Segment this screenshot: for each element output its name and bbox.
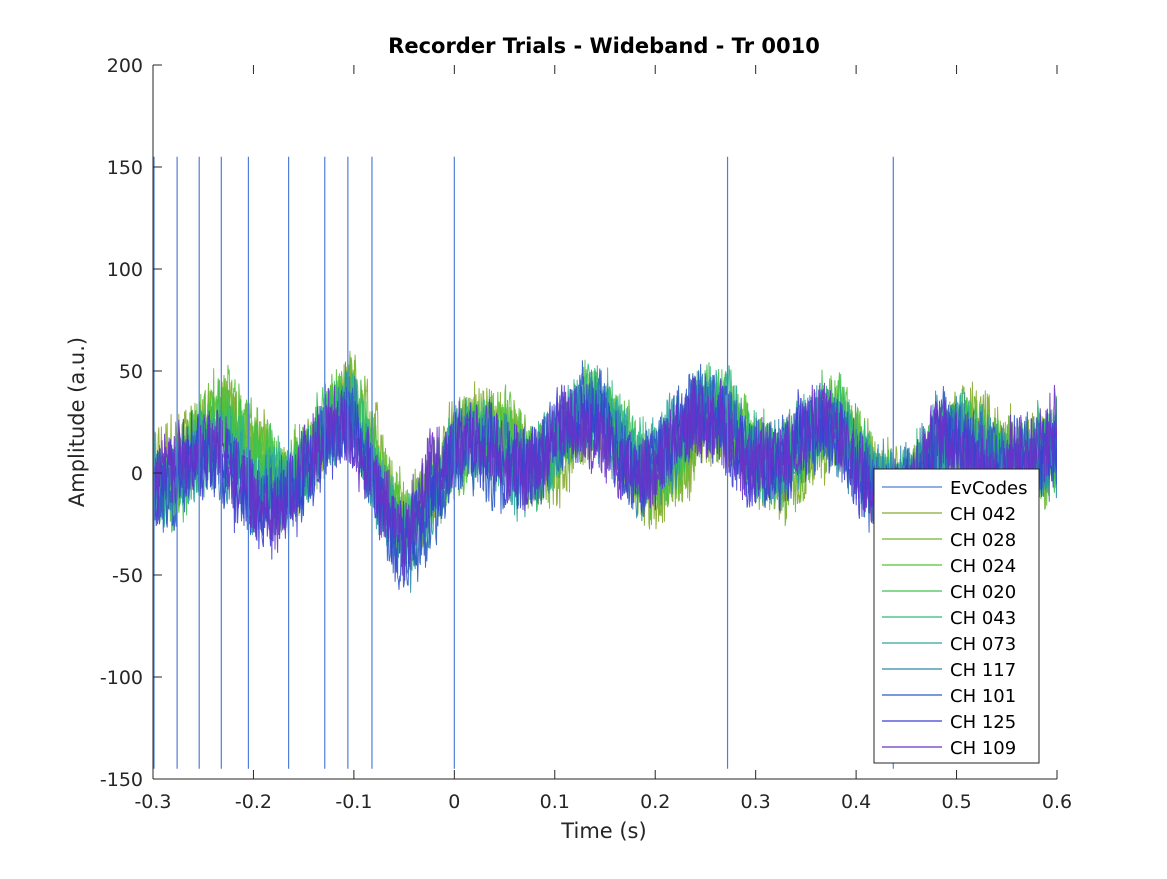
legend-label: CH 073 <box>950 634 1016 655</box>
chart-title: Recorder Trials - Wideband - Tr 0010 <box>388 34 820 58</box>
x-tick-label: -0.1 <box>335 791 372 813</box>
plot-area <box>153 156 1057 769</box>
x-tick-label: 0.2 <box>640 791 670 813</box>
x-tick-label: 0.6 <box>1042 791 1072 813</box>
legend-box <box>873 468 1040 764</box>
x-tick-label: 0.5 <box>941 791 971 813</box>
y-tick-label: 150 <box>107 157 143 179</box>
legend-label: CH 024 <box>950 556 1016 577</box>
x-tick-label: -0.2 <box>235 791 272 813</box>
y-tick-label: 100 <box>107 259 143 281</box>
legend: EvCodes CH 042 CH 028 CH 024 CH 020 CH 043 CH … <box>873 468 1040 764</box>
y-tick-label: 200 <box>107 55 143 77</box>
legend-label: CH 125 <box>950 712 1016 733</box>
legend-label: CH 117 <box>950 660 1016 681</box>
y-tick-label: -100 <box>100 667 143 689</box>
x-tick-label: 0 <box>448 791 460 813</box>
y-axis-label: Amplitude (a.u.) <box>65 337 89 507</box>
x-axis-label: Time (s) <box>560 819 646 843</box>
x-tick-label: -0.3 <box>134 791 171 813</box>
legend-label: EvCodes <box>950 478 1027 499</box>
y-tick-label: 0 <box>131 463 143 485</box>
legend-label: CH 109 <box>950 738 1016 759</box>
legend-label: CH 101 <box>950 686 1016 707</box>
axes: -0.3 -0.2 -0.1 0 0.1 0.2 0.3 0.4 0.5 0.6 -150 -100 -… <box>100 55 1072 813</box>
legend-label: CH 028 <box>950 530 1016 551</box>
legend-label: CH 042 <box>950 504 1016 525</box>
x-tick-label: 0.1 <box>540 791 570 813</box>
x-tick-label: 0.4 <box>841 791 871 813</box>
y-tick-label: 50 <box>119 361 143 383</box>
legend-label: CH 043 <box>950 608 1016 629</box>
y-tick-label: -50 <box>112 565 143 587</box>
legend-label: CH 020 <box>950 582 1016 603</box>
y-tick-label: -150 <box>100 769 143 791</box>
x-tick-label: 0.3 <box>741 791 771 813</box>
